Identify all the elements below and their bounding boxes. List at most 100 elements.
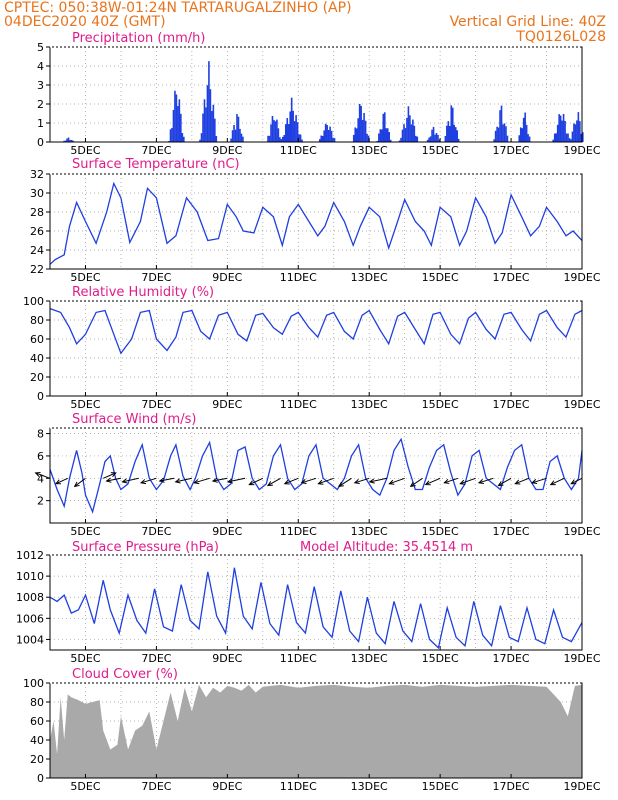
precipitation-bar xyxy=(404,128,407,142)
precipitation-bar xyxy=(354,127,357,142)
x-tick-label: 7DEC xyxy=(141,780,171,793)
x-tick-label: 11DEC xyxy=(280,652,317,665)
wind-arrow-head xyxy=(283,479,290,485)
precipitation-bar xyxy=(172,109,175,142)
precipitation-bar xyxy=(284,124,287,142)
precipitation-bar xyxy=(456,130,458,142)
precipitation-bar xyxy=(236,114,238,142)
precipitation-bar xyxy=(299,134,302,142)
y-tick-label: 30 xyxy=(30,187,44,200)
y-tick-label: 1008 xyxy=(16,591,44,604)
precipitation-bar xyxy=(175,94,178,142)
wind-arrow-shaft xyxy=(35,472,51,479)
precipitation-bar xyxy=(519,127,522,142)
wind-arrow-shaft xyxy=(122,477,139,483)
precipitation-bar xyxy=(503,123,506,142)
wind-panel: Surface Wind (m/s) 2 4 6 8 5DEC 7DEC 9DEC 11DEC… xyxy=(34,412,601,538)
y-tick-label: 20 xyxy=(30,753,44,766)
precipitation-bar xyxy=(381,129,383,142)
precipitation-bar xyxy=(270,124,272,142)
precipitation-bar xyxy=(527,134,529,142)
wind-arrow-shaft xyxy=(140,477,157,484)
precipitation-bar xyxy=(426,139,429,142)
wind-arrow-shaft xyxy=(212,477,228,482)
x-tick-label: 17DEC xyxy=(493,780,530,793)
wind-arrow-head xyxy=(193,479,200,485)
x-tick-label: 11DEC xyxy=(280,271,317,284)
precipitation-bar xyxy=(564,120,566,142)
precipitation-bar xyxy=(444,135,447,142)
wind-arrow-head xyxy=(158,477,165,483)
wind-arrow-head xyxy=(459,479,466,485)
precipitation-bar xyxy=(525,124,528,142)
precipitation-bar xyxy=(295,115,297,142)
wind-arrow-shaft xyxy=(103,472,116,479)
precipitation-bar xyxy=(378,133,380,142)
precipitation-bar xyxy=(206,85,209,142)
wind-arrow-shaft xyxy=(267,477,281,486)
precipitation-bar xyxy=(383,112,386,142)
precipitation-bar xyxy=(180,113,182,142)
x-tick-label: 9DEC xyxy=(212,398,242,411)
wind-arrow-shaft xyxy=(74,477,86,487)
wind-arrow-shaft xyxy=(531,477,547,484)
precipitation-bar xyxy=(435,132,438,142)
x-tick-label: 13DEC xyxy=(351,398,388,411)
wind-arrow-head xyxy=(248,480,255,486)
x-tick-label: 19DEC xyxy=(563,398,600,411)
wind-arrow-shaft xyxy=(338,477,352,487)
wind-arrow-shaft xyxy=(227,477,246,483)
precipitation-bar xyxy=(169,129,172,142)
precipitation-bar xyxy=(499,110,501,142)
x-tick-label: 17DEC xyxy=(493,144,530,157)
precipitation-bar xyxy=(199,139,201,142)
header-model-id: TQ0126L028 xyxy=(515,29,606,45)
pressure-panel: Surface Pressure (hPa) Model Altitude: 3… xyxy=(16,540,601,665)
y-tick-label: 60 xyxy=(30,715,44,728)
x-tick-label: 5DEC xyxy=(70,271,100,284)
y-tick-label: 80 xyxy=(30,696,44,709)
precipitation-bar xyxy=(409,115,411,142)
precipitation-bar xyxy=(215,136,218,142)
precipitation-bar xyxy=(66,138,68,142)
precipitation-bar xyxy=(582,132,584,142)
precipitation-bar xyxy=(450,105,453,142)
y-tick-label: 5 xyxy=(37,41,44,54)
y-tick-label: 1006 xyxy=(16,612,44,625)
precipitation-bar xyxy=(276,119,278,142)
x-tick-label: 13DEC xyxy=(351,780,388,793)
precipitation-bar xyxy=(388,132,391,142)
precipitation-bar xyxy=(493,139,495,142)
precipitation-bar xyxy=(230,138,232,142)
precipitation-bar xyxy=(200,133,203,142)
x-tick-label: 7DEC xyxy=(141,525,171,538)
precipitation-bar xyxy=(432,126,435,142)
y-tick-label: 2 xyxy=(37,98,44,111)
y-tick-label: 22 xyxy=(30,263,44,276)
x-tick-label: 13DEC xyxy=(351,271,388,284)
cloud-cover-area xyxy=(50,684,582,778)
wind-arrow-shaft xyxy=(460,477,476,485)
rh-series-line xyxy=(49,307,583,355)
x-tick-label: 13DEC xyxy=(351,652,388,665)
precipitation-bar xyxy=(283,134,286,142)
wind-arrow-head xyxy=(266,481,273,487)
precipitation-bar xyxy=(494,130,497,142)
panel-frame xyxy=(49,173,583,270)
x-tick-label: 9DEC xyxy=(212,144,242,157)
wind-arrow-head xyxy=(317,479,324,485)
precipitation-bar xyxy=(205,107,207,142)
precipitation-bar xyxy=(577,112,580,142)
precipitation-bar xyxy=(454,127,457,142)
wind-arrow-shaft xyxy=(410,477,423,487)
precipitation-bar xyxy=(415,135,417,142)
y-tick-label: 24 xyxy=(30,244,44,257)
wind-arrow-head xyxy=(226,478,233,484)
precipitation-bar xyxy=(289,111,291,142)
y-tick-label: 2 xyxy=(37,495,44,508)
wind-arrow-head xyxy=(443,478,450,484)
precipitation-bar xyxy=(237,116,240,142)
precipitation-bar xyxy=(559,115,562,142)
temperature-panel: Surface Temperature (nC) 22 24 26 28 30 32 5DE… xyxy=(30,157,601,284)
precipitation-bar xyxy=(376,140,379,142)
